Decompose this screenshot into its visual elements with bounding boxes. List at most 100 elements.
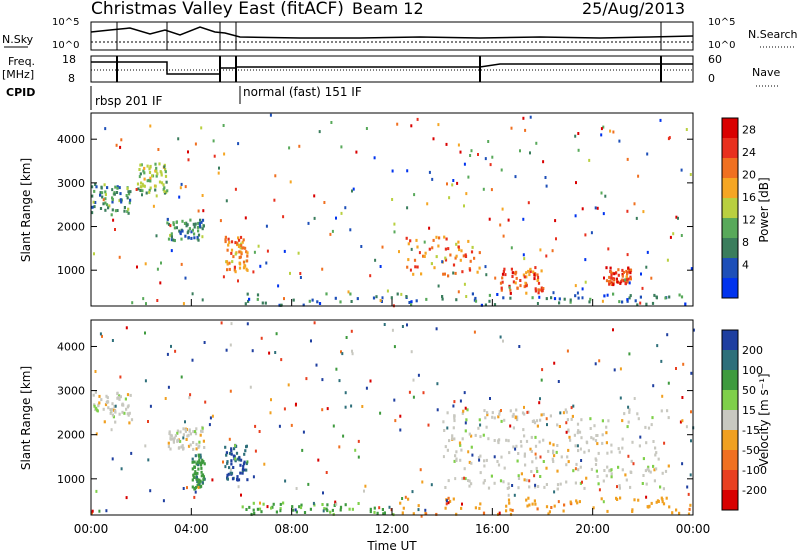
velocity-cell xyxy=(332,424,335,428)
velocity-cell xyxy=(585,476,588,480)
velocity-cell xyxy=(542,412,545,416)
power-cell xyxy=(448,196,451,200)
power-cell xyxy=(245,250,248,254)
velocity-cell xyxy=(602,500,605,504)
power-cell xyxy=(148,188,151,192)
power-cell xyxy=(187,236,190,240)
power-cell xyxy=(515,270,518,274)
velocity-cell xyxy=(624,473,627,477)
power-cell xyxy=(441,295,444,298)
velocity-cell xyxy=(301,448,304,452)
velocity-cell xyxy=(222,460,224,464)
velocity-cell xyxy=(597,482,600,486)
velocity-cell xyxy=(531,460,534,464)
velocity-cell xyxy=(199,463,203,467)
power-cell xyxy=(503,267,506,271)
velocity-cell xyxy=(254,449,257,453)
velocity-cell xyxy=(442,420,445,424)
velocity-cell xyxy=(344,405,347,409)
velocity-cell xyxy=(675,367,677,370)
power-cell xyxy=(538,288,541,292)
power-cell xyxy=(646,250,649,254)
velocity-cell xyxy=(167,441,170,445)
velocity-cell xyxy=(645,495,648,499)
power-cell xyxy=(196,225,199,229)
velocity-cell xyxy=(258,430,261,433)
velocity-cell xyxy=(572,404,575,408)
velocity-cell xyxy=(236,477,239,481)
power-cell xyxy=(155,169,158,173)
velocity-cell xyxy=(295,510,298,514)
velocity-cell xyxy=(430,483,433,487)
power-cell xyxy=(522,253,525,257)
velocity-cell xyxy=(621,468,624,472)
power-cell xyxy=(157,148,160,151)
power-cell xyxy=(407,242,410,246)
power-cell xyxy=(299,276,302,279)
velocity-cell xyxy=(641,482,644,485)
power-cell xyxy=(584,280,587,284)
power-cell xyxy=(452,271,455,275)
power-cell xyxy=(602,212,605,216)
power-cell xyxy=(675,215,678,219)
power-cell xyxy=(569,298,572,302)
velocity-colorbar-tick: 15 xyxy=(742,404,756,417)
velocity-cell xyxy=(531,502,534,506)
power-cell xyxy=(127,211,130,215)
velocity-cell xyxy=(459,458,462,462)
power-cell xyxy=(416,117,419,121)
power-cell xyxy=(459,258,462,262)
power-cell xyxy=(167,222,171,226)
power-cell xyxy=(154,188,157,192)
power-cell xyxy=(563,297,566,301)
velocity-cell xyxy=(598,488,601,492)
velocity-cell xyxy=(263,462,266,466)
velocity-cell xyxy=(580,436,583,440)
velocity-cell xyxy=(178,446,181,450)
power-cell xyxy=(169,233,172,237)
velocity-cell xyxy=(549,414,552,418)
velocity-cell xyxy=(266,505,269,509)
velocity-cell xyxy=(226,473,229,477)
power-cell xyxy=(198,224,202,228)
power-cell xyxy=(596,206,599,210)
velocity-cell xyxy=(497,463,501,467)
velocity-cell xyxy=(246,460,249,464)
colorbar-swatch xyxy=(722,138,738,158)
velocity-cell xyxy=(619,496,622,500)
velocity-cell xyxy=(399,428,402,432)
power-cell xyxy=(261,301,264,305)
power-cell xyxy=(231,260,234,264)
velocity-cell xyxy=(315,363,318,367)
velocity-cell xyxy=(435,512,438,516)
power-cell xyxy=(452,179,455,182)
power-cell xyxy=(464,255,468,258)
power-cell xyxy=(612,130,615,134)
power-cell xyxy=(114,209,117,213)
power-cell xyxy=(218,166,220,170)
velocity-cell xyxy=(191,460,194,464)
velocity-cell xyxy=(610,475,613,479)
power-cell xyxy=(330,121,333,124)
velocity-cell xyxy=(529,447,532,451)
velocity-cell xyxy=(589,417,592,421)
power-cell xyxy=(690,267,693,271)
velocity-cell xyxy=(508,501,511,505)
velocity-cell xyxy=(661,500,664,504)
power-cell xyxy=(191,228,194,232)
velocity-cell xyxy=(242,462,246,466)
velocity-cell xyxy=(199,433,202,437)
velocity-cell xyxy=(597,451,600,455)
velocity-cell xyxy=(523,452,526,456)
beam-label: Beam 12 xyxy=(352,0,424,18)
velocity-cell xyxy=(200,470,203,474)
power-cell xyxy=(519,279,522,282)
velocity-cell xyxy=(606,509,609,513)
power-cell xyxy=(340,211,343,215)
velocity-cell xyxy=(201,426,204,430)
velocity-cell xyxy=(236,457,240,461)
power-cell xyxy=(441,260,444,264)
power-cell xyxy=(141,189,144,193)
power-cell xyxy=(414,265,417,269)
